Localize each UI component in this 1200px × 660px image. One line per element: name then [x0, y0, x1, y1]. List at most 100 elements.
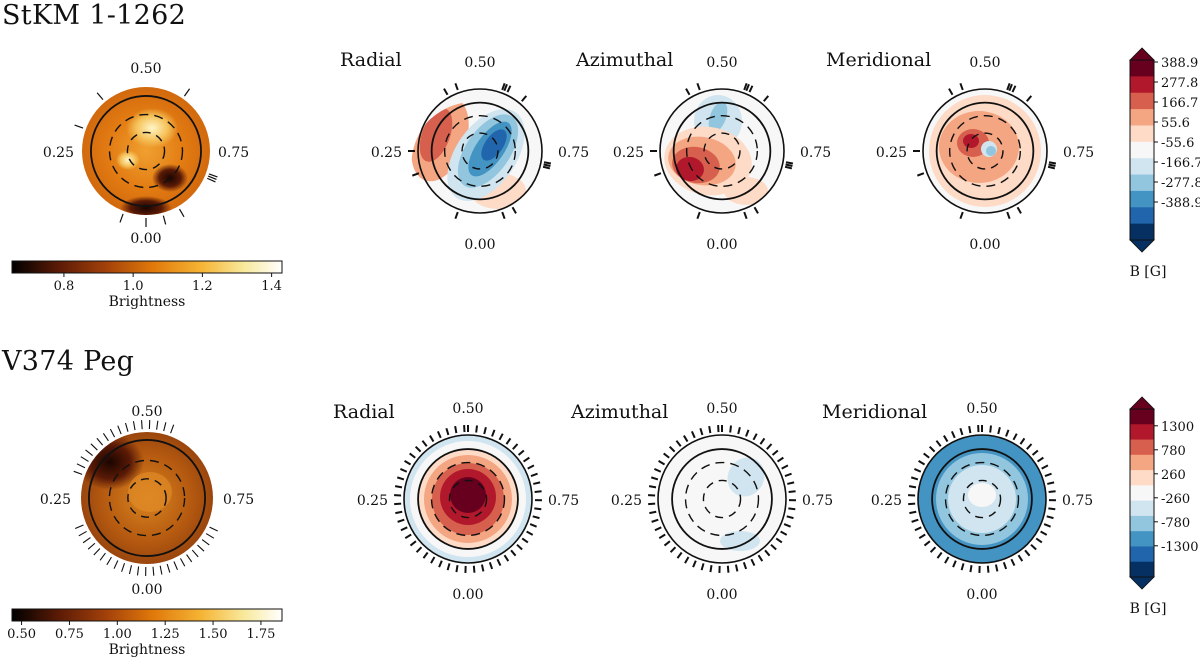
- colorbar-level: [1130, 561, 1154, 578]
- colorbar-tick-label: 1300: [1161, 420, 1194, 435]
- phase-tick: [909, 510, 917, 515]
- phase-tick: [516, 543, 523, 551]
- phase-tick: [446, 563, 451, 571]
- brightness-map-stkm: 0.50 0.25 0.75 0.00: [43, 61, 249, 247]
- latitude-ring: [127, 478, 167, 518]
- map-title: Azimuthal: [570, 401, 668, 423]
- bright-spot: [126, 108, 178, 148]
- phase-label-050: 0.50: [452, 401, 483, 417]
- colorbar-level: [1130, 190, 1154, 208]
- phase-tick: [163, 422, 167, 432]
- colorbar-extend-top: [1129, 47, 1155, 61]
- latitude-ring: [962, 479, 1002, 519]
- phase-tick: [1006, 83, 1011, 91]
- phase-label-075: 0.75: [223, 492, 254, 508]
- phase-tick: [395, 510, 403, 515]
- phase-tick: [422, 551, 429, 559]
- phase-tick: [1046, 515, 1054, 520]
- phase-tick: [690, 430, 696, 439]
- phase-tick: [696, 211, 701, 219]
- star-title-v374peg: V374 Peg: [2, 346, 135, 377]
- phase-tick: [156, 420, 159, 430]
- phase-tick: [663, 540, 671, 547]
- phase-tick: [1047, 481, 1055, 485]
- phase-tick: [757, 554, 764, 562]
- phase-tick: [1016, 206, 1022, 214]
- latitude-ring: [108, 113, 184, 189]
- colorbar-gradient: [11, 608, 283, 622]
- phase-tick: [191, 549, 199, 558]
- phase-tick: [748, 85, 754, 93]
- phase-label-025: 0.25: [871, 493, 902, 509]
- stellar-disk: [82, 87, 210, 215]
- phase-tick: [780, 530, 788, 536]
- field-map-radial: 0.50 0.25 0.75 0.00 Radial: [333, 401, 579, 603]
- phase-tick: [102, 433, 109, 442]
- phase-tick: [959, 83, 964, 91]
- phase-tick: [78, 530, 87, 537]
- latitude-ring: [672, 101, 772, 201]
- colorbar-label: Brightness: [109, 642, 186, 658]
- phase-label-025: 0.25: [357, 493, 388, 509]
- phase-tick: [763, 95, 770, 102]
- field-map-meridional: 0.50 0.25 0.75 0.00 Meridional: [822, 401, 1093, 603]
- phase-tick: [496, 558, 502, 566]
- phase-tick: [454, 425, 458, 434]
- phase-tick: [443, 88, 449, 96]
- phase-tick: [743, 211, 748, 219]
- phase-tick: [968, 425, 972, 434]
- field-contour: [708, 101, 728, 133]
- phase-tick: [197, 544, 205, 552]
- field-contour: [963, 134, 979, 148]
- colorbar-extend-top: [1129, 396, 1155, 410]
- phase-tick: [415, 546, 423, 553]
- colorbar-level: [1130, 76, 1154, 94]
- phase-tick: [483, 426, 487, 435]
- colorbar-tick-label: 0.50: [7, 627, 36, 642]
- bright-spot: [116, 150, 140, 170]
- phase-tick: [132, 421, 136, 431]
- phase-tick: [1024, 549, 1031, 557]
- phase-tick: [533, 481, 541, 485]
- phase-tick: [472, 565, 476, 573]
- field-map-azimuthal: 0.50 0.25 0.75 0.00 Azimuthal: [570, 401, 833, 603]
- phase-tick: [936, 551, 943, 559]
- phase-tick: [73, 470, 83, 475]
- latitude-ring: [448, 479, 488, 519]
- phase-tick: [950, 430, 956, 439]
- colorbar-gradient: [11, 260, 283, 274]
- phase-tick: [206, 177, 216, 183]
- colorbar-tick-label: 388.9: [1161, 56, 1198, 71]
- phase-tick: [1030, 543, 1037, 551]
- map-title: Radial: [340, 49, 402, 71]
- phase-tick: [699, 427, 704, 436]
- latitude-ring: [461, 132, 499, 170]
- colorbar-tick-label: -55.6: [1161, 136, 1194, 151]
- phase-label-075: 0.75: [1062, 493, 1093, 509]
- phase-tick: [753, 206, 759, 214]
- phase-tick: [173, 561, 178, 571]
- phase-tick: [113, 560, 119, 569]
- phase-label-050: 0.50: [131, 404, 162, 420]
- phase-tick: [106, 556, 112, 566]
- colorbar-tick-label: 1.2: [192, 279, 213, 294]
- phase-tick: [475, 425, 479, 433]
- colorbar-level: [1130, 92, 1154, 110]
- phase-label-075: 0.75: [548, 493, 579, 509]
- latitude-ring: [443, 114, 517, 188]
- phase-tick: [1031, 449, 1039, 456]
- colorbar-tick-label: 260: [1161, 468, 1186, 483]
- phase-tick: [542, 165, 551, 170]
- disk-outline: [403, 434, 533, 564]
- map-title: Radial: [333, 401, 395, 423]
- phase-tick: [436, 430, 442, 439]
- phase-tick: [421, 440, 428, 447]
- phase-tick: [771, 449, 779, 456]
- phase-tick: [201, 539, 210, 546]
- latitude-ring: [90, 95, 202, 207]
- phase-tick: [404, 533, 412, 540]
- phase-tick: [708, 425, 712, 434]
- phase-tick: [512, 443, 519, 450]
- phase-tick: [503, 83, 508, 92]
